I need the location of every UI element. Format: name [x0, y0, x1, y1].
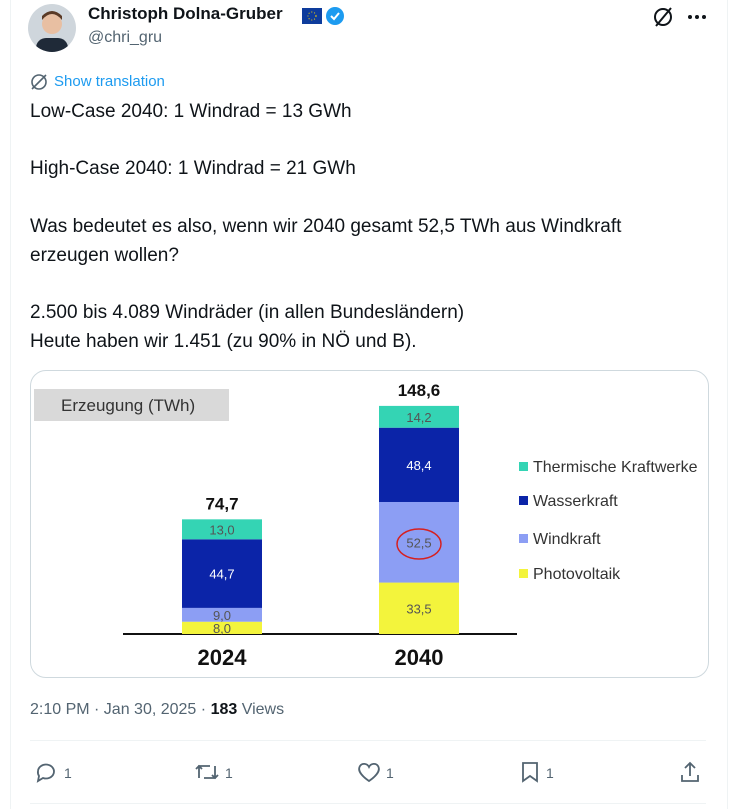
divider — [30, 740, 706, 741]
value-label: 52,5 — [406, 535, 431, 550]
legend-label: Windkraft — [533, 531, 601, 548]
reply-count: 1 — [64, 765, 72, 781]
value-label: 33,5 — [406, 601, 431, 616]
total-label: 148,6 — [398, 381, 441, 400]
title-box — [34, 389, 229, 421]
avatar[interactable] — [28, 4, 76, 52]
border — [727, 0, 728, 809]
annotation-circle — [396, 528, 442, 560]
category-label: 2040 — [395, 645, 444, 670]
show-translation[interactable]: Show translation — [54, 73, 165, 90]
bookmark-count: 1 — [546, 765, 554, 781]
divider — [30, 803, 706, 804]
legend-swatch — [519, 534, 528, 543]
value-label: 44,7 — [209, 567, 234, 582]
bar-segment — [379, 582, 459, 634]
total-label: 74,7 — [205, 494, 238, 513]
share-icon[interactable] — [678, 760, 702, 784]
legend-swatch — [519, 569, 528, 578]
author-handle[interactable]: @chri_gru — [88, 29, 163, 46]
bar-segment — [379, 427, 459, 502]
bar-segment — [182, 607, 262, 622]
category-label: 2024 — [198, 645, 248, 670]
legend-swatch — [519, 496, 528, 505]
chart-title: Erzeugung (TWh) — [61, 396, 195, 415]
value-label: 48,4 — [406, 458, 431, 473]
value-label: 14,2 — [406, 410, 431, 425]
value-label: 9,0 — [213, 608, 231, 623]
media-card[interactable]: Erzeugung (TWh) 8,0 9,0 44,7 13,0 74,7 2024 33… — [30, 370, 709, 678]
tweet-line: Heute haben wir 1.451 (zu 90% in NÖ und … — [30, 331, 417, 352]
author-name[interactable]: Christoph Dolna-Gruber — [88, 4, 283, 23]
timestamp[interactable]: 2:10 PM · Jan 30, 2025 · — [30, 701, 207, 718]
legend-label: Thermische Kraftwerke — [533, 459, 698, 476]
legend-swatch — [519, 462, 528, 471]
tweet-line: 2.500 bis 4.089 Windräder (in allen Bund… — [30, 302, 465, 323]
views: 183 — [210, 701, 238, 718]
like-count: 1 — [386, 765, 394, 781]
bar-segment — [182, 519, 262, 540]
reply-icon[interactable] — [34, 760, 58, 784]
badges — [302, 7, 344, 25]
bookmark-icon[interactable] — [518, 760, 542, 784]
views-label: Views — [241, 701, 285, 718]
legend-label: Wasserkraft — [533, 493, 618, 510]
value-label: 8,0 — [213, 621, 231, 636]
border — [10, 0, 11, 809]
like-icon[interactable] — [356, 760, 382, 784]
tweet-line: Was bedeutet es also, wenn wir 2040 gesa… — [30, 216, 622, 237]
bar-segment — [182, 539, 262, 608]
repost-icon[interactable] — [194, 760, 220, 784]
tweet-line: erzeugen wollen? — [30, 245, 179, 266]
legend-label: Photovoltaik — [533, 566, 621, 583]
tweet-line: Low-Case 2040: 1 Windrad = 13 GWh — [30, 101, 352, 122]
top-icons[interactable] — [652, 6, 712, 28]
chart: Erzeugung (TWh) 8,09,0 44,7 13,0 74,7 2024 33… — [34, 381, 698, 670]
bar-segment — [379, 501, 459, 583]
repost-count: 1 — [225, 765, 233, 781]
bar-segment — [182, 621, 262, 634]
value-label: 13,0 — [209, 522, 234, 537]
meta: 2:10 PM · Jan 30, 2025 · 183 Views — [30, 701, 284, 719]
bar-segment — [379, 405, 459, 428]
translate-icon — [31, 74, 47, 90]
tweet-line: High-Case 2040: 1 Windrad = 21 GWh — [30, 158, 356, 179]
